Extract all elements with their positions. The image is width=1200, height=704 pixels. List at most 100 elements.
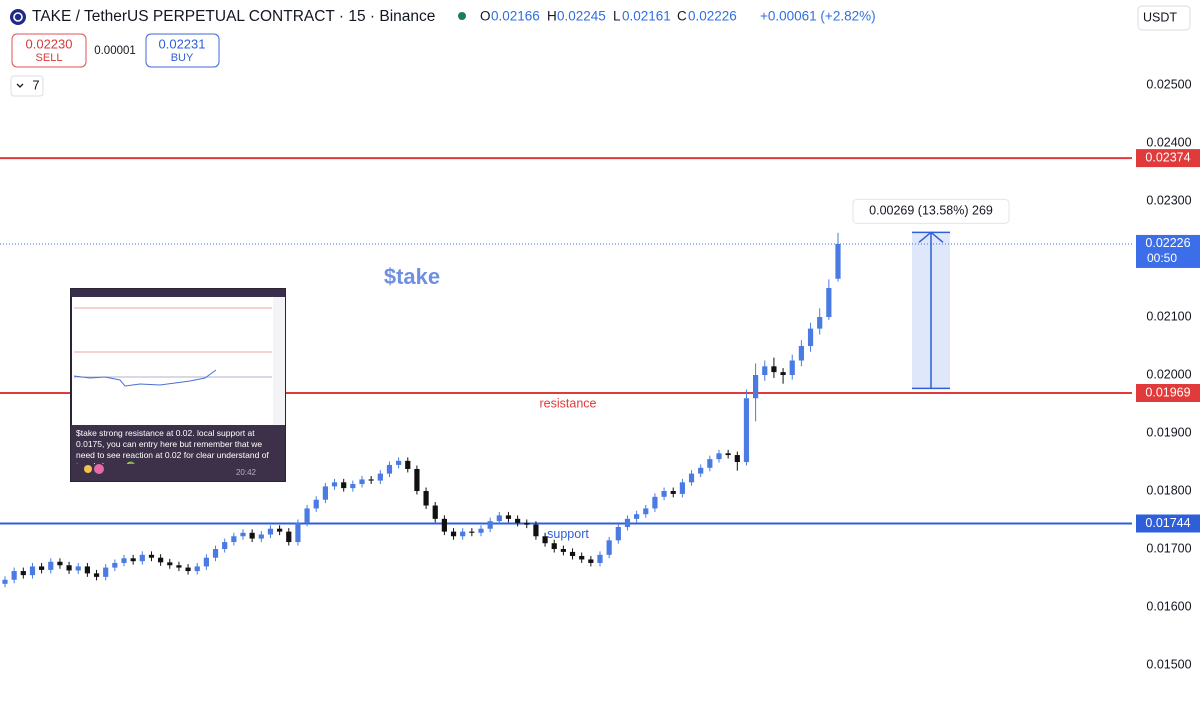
candle-body	[84, 566, 90, 574]
inset-avatar	[94, 464, 104, 474]
candle-body	[624, 518, 631, 527]
candle-body	[203, 557, 209, 567]
candle-body	[386, 464, 393, 474]
candle-body	[835, 243, 841, 279]
candle-body	[515, 518, 521, 523]
candle-body	[798, 346, 804, 361]
candle-body	[817, 317, 823, 329]
chevron[interactable]	[16, 83, 24, 88]
measure-arrowhead	[918, 231, 944, 243]
candle-body	[734, 455, 740, 463]
indicator-count[interactable]: 7	[32, 77, 39, 92]
candle-body	[121, 558, 127, 563]
candle-body	[258, 534, 264, 539]
candle-body	[368, 479, 374, 481]
candle-body	[39, 566, 45, 570]
candle-body	[743, 398, 750, 463]
y-tick-label: 0.01500	[1146, 657, 1191, 671]
measure-label: 0.00269 (13.58%) 269	[869, 204, 993, 218]
candle-body	[57, 561, 63, 566]
candle-body	[231, 536, 237, 543]
y-tick-label: 0.01800	[1146, 483, 1191, 497]
inset-reaction	[84, 465, 92, 473]
candle-body	[478, 528, 484, 533]
candle-body	[780, 372, 786, 376]
candle-body	[48, 561, 54, 570]
symbol-logo	[10, 9, 26, 25]
candle-body	[148, 554, 155, 558]
candle-body	[606, 540, 612, 555]
candle-body	[304, 508, 310, 523]
candle-body	[75, 566, 81, 571]
y-tick-label: 0.02400	[1146, 135, 1191, 149]
buy-button[interactable]	[145, 33, 220, 68]
ohlc-value: 0.02226	[688, 9, 737, 24]
inset-text-box: $take strong resistance at 0.02. local s…	[76, 428, 269, 464]
candle-body	[560, 549, 566, 552]
price-tag	[1136, 514, 1200, 533]
candle-body	[460, 531, 466, 537]
candle-body	[524, 522, 530, 525]
candle-body	[331, 482, 338, 487]
candle-body	[414, 468, 420, 492]
buy-price[interactable]: 0.02231	[159, 36, 206, 51]
candle-body	[725, 453, 731, 456]
candle-body	[551, 543, 557, 550]
candle-body	[2, 579, 8, 584]
candle-body	[11, 571, 17, 580]
y-tick-label: 0.02500	[1146, 77, 1191, 91]
buy-label[interactable]: BUY	[171, 52, 194, 64]
candle-body	[29, 566, 36, 576]
candle-body	[249, 532, 255, 539]
candle-body	[615, 526, 621, 541]
candle-body	[194, 566, 200, 572]
currency-button[interactable]	[1137, 5, 1191, 31]
header: TAKE / TetherUS PERPETUAL CONTRACT · 15 …	[10, 5, 1191, 97]
candle-body	[670, 491, 676, 494]
inset-time: 20:42	[236, 468, 257, 477]
candle-body	[267, 528, 274, 535]
candle-body	[826, 288, 832, 318]
candle-body	[112, 562, 118, 568]
candle-body	[130, 558, 136, 562]
candle-body	[167, 562, 173, 566]
candle-body	[341, 482, 347, 489]
candle-body	[643, 508, 649, 515]
ohlc-label: C	[677, 9, 687, 24]
level-label: support	[547, 527, 589, 541]
candle-body	[93, 573, 100, 577]
price-tag-label: 0.01744	[1145, 516, 1190, 530]
price-tag-label: 0.01969	[1145, 385, 1190, 399]
candle-body	[441, 518, 447, 532]
ohlc-label: H	[547, 9, 557, 24]
candle-body	[350, 484, 356, 489]
candle-body	[661, 491, 667, 497]
annotation: $take	[384, 264, 440, 289]
indicator-toggle[interactable]	[10, 75, 44, 97]
candle-body	[753, 375, 759, 399]
y-tick-label: 0.01700	[1146, 541, 1191, 555]
candle-body	[212, 549, 219, 558]
candle-body	[597, 554, 603, 563]
y-tick-label: 0.01600	[1146, 599, 1191, 613]
price-tag	[1136, 383, 1200, 402]
candle-body	[679, 482, 685, 494]
candle-body	[322, 486, 328, 500]
y-tick-label: 0.01900	[1146, 425, 1191, 439]
candle-body	[496, 515, 502, 522]
ohlc-value: 0.02166	[491, 9, 540, 24]
candle-body	[762, 366, 768, 376]
candle-body	[277, 528, 283, 532]
candle-body	[240, 532, 246, 537]
sell-price[interactable]: 0.02230	[26, 36, 73, 51]
measure-layer: 0.00269 (13.58%) 269	[852, 198, 1010, 390]
candle-body	[716, 453, 722, 460]
y-tick-label: 0.02100	[1146, 309, 1191, 323]
currency[interactable]: USDT	[1143, 10, 1177, 24]
inset-topbar	[71, 289, 285, 297]
candle-body	[533, 524, 539, 537]
sell-label[interactable]: SELL	[36, 52, 63, 64]
sell-button[interactable]	[11, 33, 87, 68]
candle-body	[789, 360, 795, 376]
measure-label-box	[852, 198, 1010, 224]
